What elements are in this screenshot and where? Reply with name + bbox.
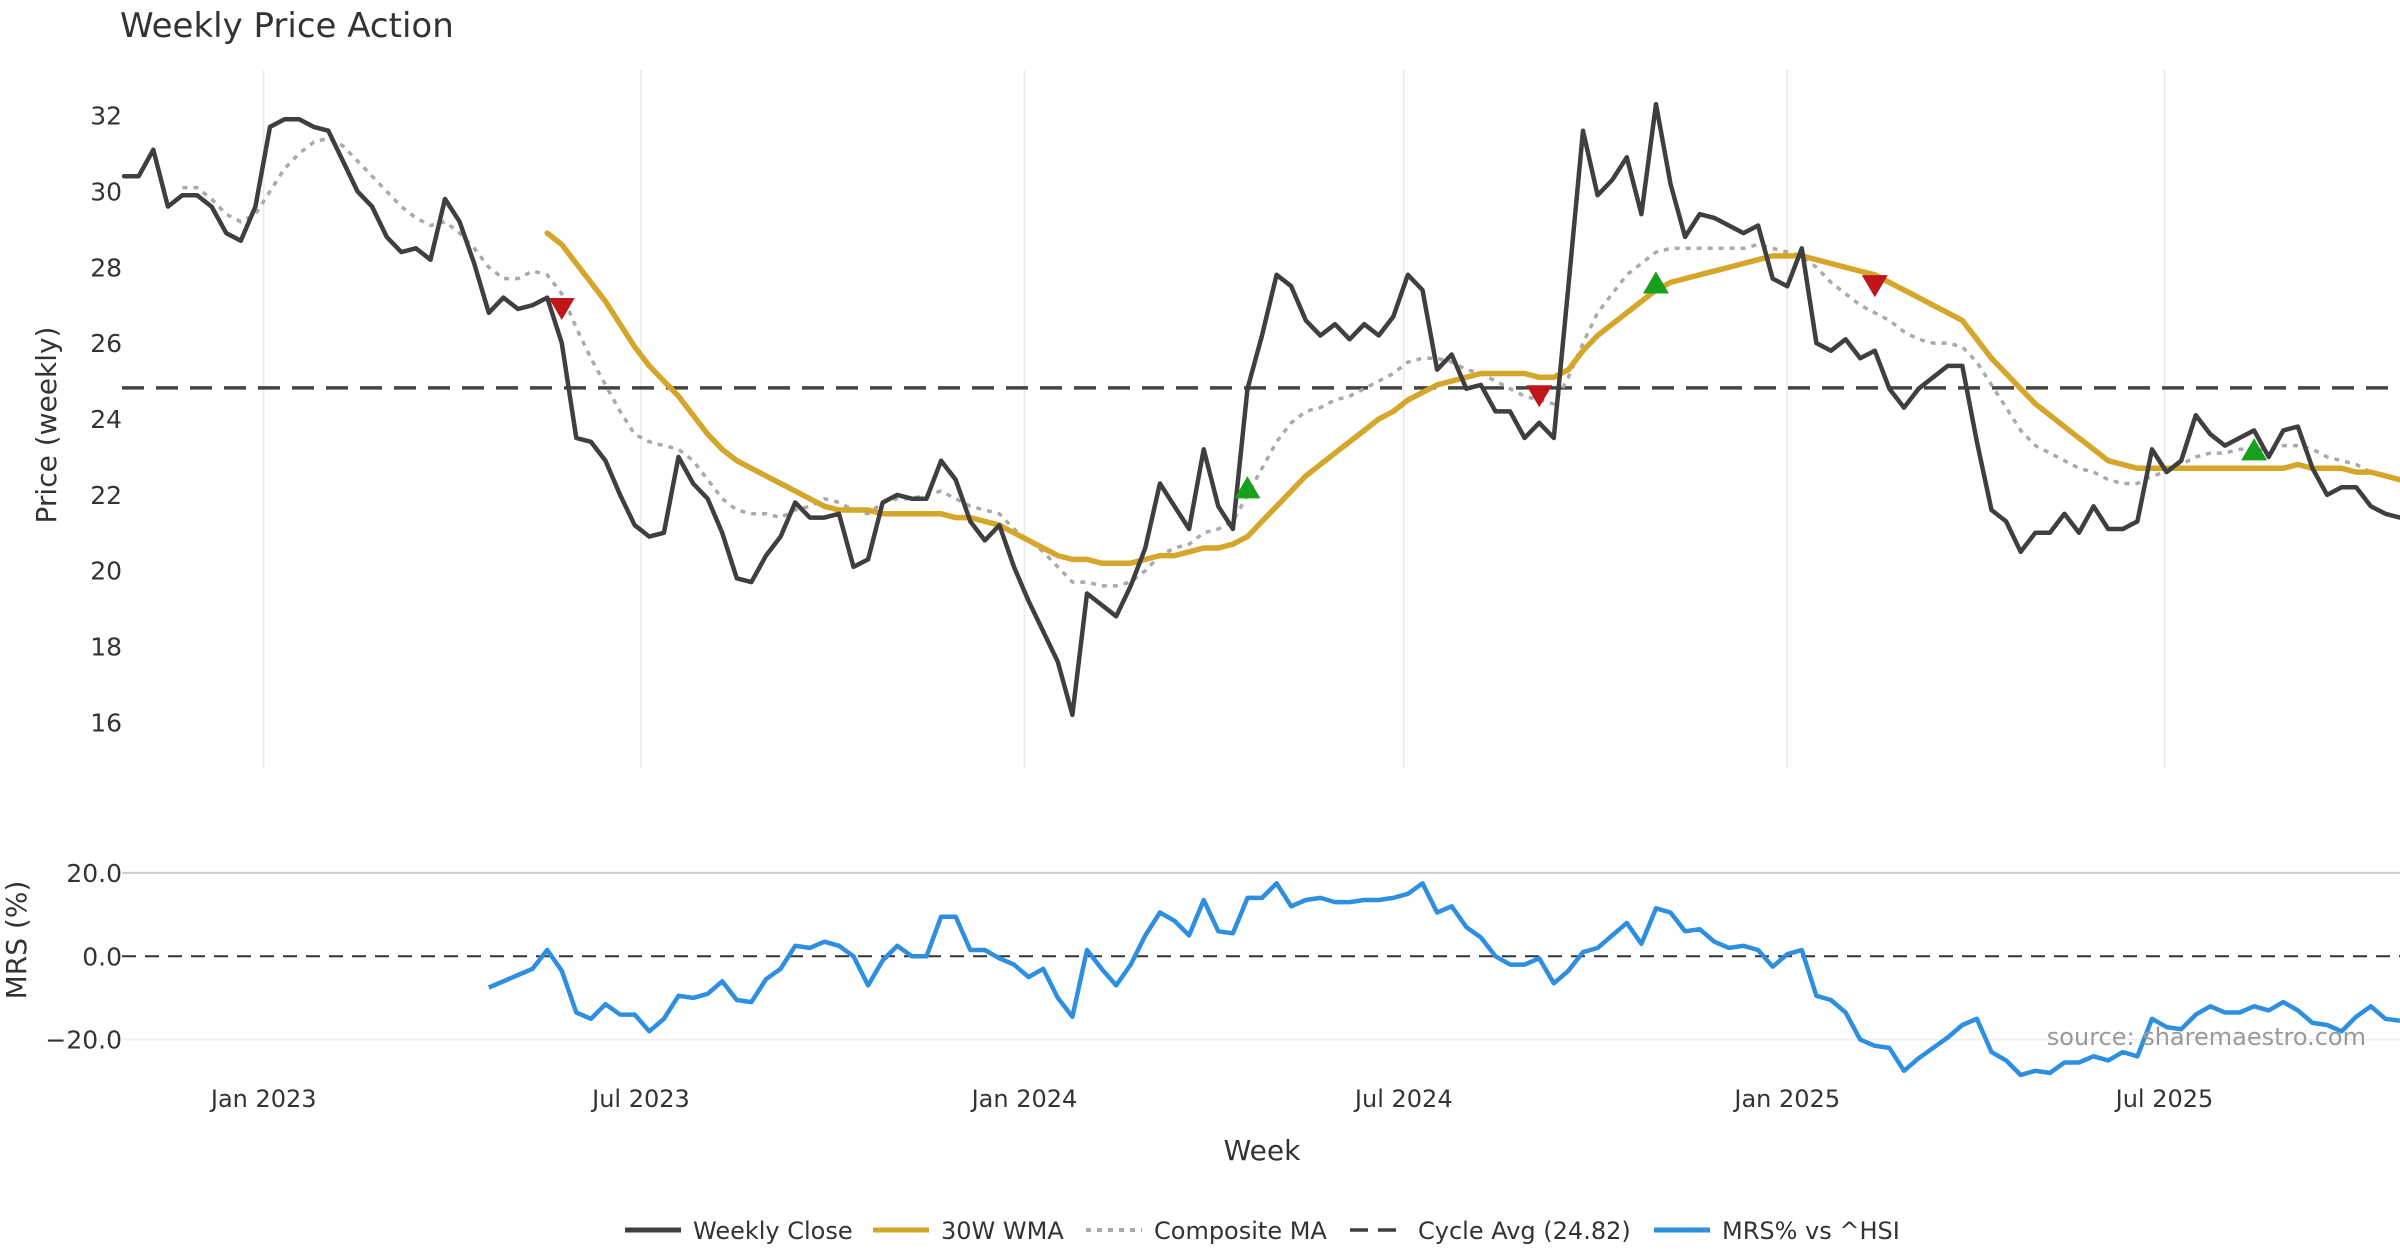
mrs-series: [487, 881, 2400, 1078]
price-y-tick-label: 30: [90, 177, 122, 206]
series-30w-wma: [544, 230, 2400, 566]
mrs-axis-label: MRS (%): [0, 881, 33, 1000]
price-axis-label: Price (weekly): [30, 327, 63, 524]
mrs-y-tick-label: −20.0: [45, 1026, 122, 1055]
mrs-grid: 20.0 0.0 −20.0: [45, 859, 2400, 1055]
x-tick-label: Jul 2025: [2114, 1085, 2214, 1113]
x-tick-label: Jan 2024: [970, 1085, 1078, 1113]
legend-label: Weekly Close: [693, 1217, 853, 1245]
price-axes: 16 18 20 22 24 26 28 30 32: [90, 102, 122, 738]
price-y-tick-label: 28: [90, 253, 122, 282]
sell-signal-marker: [1861, 275, 1888, 298]
x-tick-label: Jan 2023: [209, 1085, 317, 1113]
mrs-y-tick-label: 20.0: [66, 859, 122, 888]
watermark: source: sharemaestro.com: [2047, 1023, 2366, 1051]
buy-signal-marker: [2241, 438, 2268, 461]
legend: Weekly Close 30W WMA Composite MA Cycle Avg…: [625, 1217, 1900, 1245]
legend-label: Cycle Avg (24.82): [1418, 1217, 1631, 1245]
x-axis: Jan 2023 Jul 2023 Jan 2024 Jul 2024 Jan 2025…: [209, 1085, 2213, 1113]
buy-signal-marker: [1642, 271, 1669, 294]
sell-signal-marker: [1526, 385, 1553, 408]
price-y-tick-label: 18: [90, 633, 122, 662]
mrs-y-tick-label: 0.0: [82, 942, 122, 971]
sell-signal-marker: [548, 297, 575, 321]
price-grid: [262, 70, 2166, 768]
legend-label: 30W WMA: [941, 1217, 1064, 1245]
price-y-tick-label: 24: [90, 405, 122, 434]
price-chart: 16 18 20 22 24 26 28 30 32 20.0 0.0 −20.0 Jan 2023…: [0, 70, 2400, 1167]
price-y-tick-label: 20: [90, 557, 122, 586]
series-weekly-close: [121, 101, 2400, 718]
x-tick-label: Jan 2025: [1732, 1085, 1840, 1113]
price-y-tick-label: 32: [90, 102, 122, 131]
x-axis-label: Week: [1224, 1134, 1301, 1167]
chart-title: Weekly Price Action: [120, 6, 454, 46]
price-y-tick-label: 22: [90, 481, 122, 510]
legend-label: Composite MA: [1154, 1217, 1327, 1245]
legend-label: MRS% vs ^HSI: [1722, 1217, 1900, 1245]
price-y-tick-label: 26: [90, 329, 122, 358]
x-tick-label: Jul 2024: [1353, 1085, 1453, 1113]
price-series: [121, 101, 2400, 718]
series-composite-ma: [182, 136, 2400, 588]
price-y-tick-label: 16: [90, 708, 122, 737]
buy-signal-marker: [1234, 476, 1261, 499]
price-signals: [548, 271, 2268, 499]
x-tick-label: Jul 2023: [590, 1085, 690, 1113]
series-mrs-vs-hsi: [487, 881, 2400, 1078]
